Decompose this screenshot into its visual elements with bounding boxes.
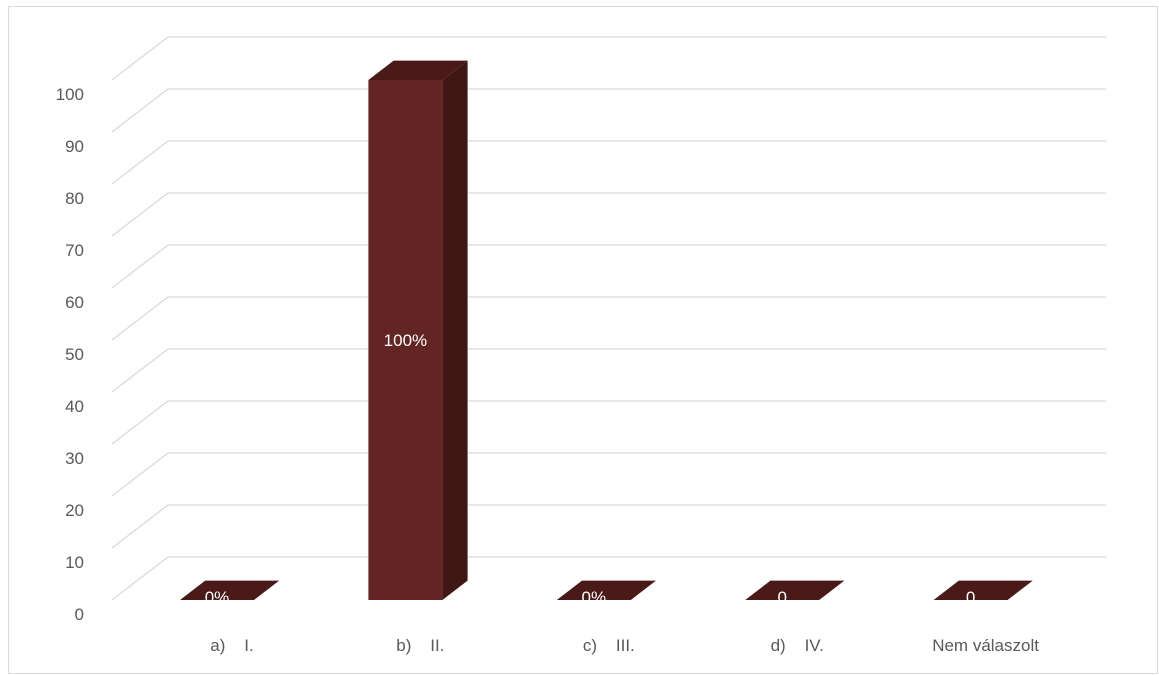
gridline-diagonal bbox=[111, 504, 169, 549]
y-tick-label: 70 bbox=[65, 241, 84, 260]
gridline-diagonal bbox=[111, 296, 169, 341]
bar bbox=[368, 80, 443, 600]
gridline-diagonal bbox=[111, 556, 169, 601]
y-tick-label: 20 bbox=[65, 501, 84, 520]
bar-top-face bbox=[745, 580, 845, 600]
x-category-label: b) II. bbox=[396, 636, 444, 655]
data-label: 100% bbox=[384, 331, 427, 350]
y-tick-label: 30 bbox=[65, 449, 84, 468]
x-category-label: d) IV. bbox=[771, 636, 824, 655]
gridline-diagonal bbox=[111, 88, 169, 133]
x-category-label: Nem válaszolt bbox=[932, 636, 1039, 655]
x-axis-categories: a) I. b) II. c) III. d) IV. Nem válaszolt bbox=[210, 636, 1039, 655]
bar-side-face bbox=[442, 60, 468, 600]
floor-mask bbox=[175, 600, 1063, 614]
y-tick-label: 60 bbox=[65, 293, 84, 312]
gridline-diagonal bbox=[111, 348, 169, 393]
y-tick-label: 10 bbox=[65, 553, 84, 572]
label-mask bbox=[928, 600, 1063, 614]
y-axis-ticks: 0 10 20 30 40 50 60 70 80 90 100 bbox=[56, 85, 84, 624]
gridline-diagonal bbox=[111, 452, 169, 497]
x-category-label: c) III. bbox=[583, 636, 635, 655]
label-mask bbox=[740, 600, 875, 614]
y-tick-label: 90 bbox=[65, 137, 84, 156]
bar-top-face bbox=[180, 580, 280, 600]
bar-top-face bbox=[556, 580, 656, 600]
gridline-diagonal bbox=[111, 244, 169, 289]
data-label: 0 bbox=[777, 588, 786, 607]
gridline-diagonal bbox=[111, 140, 169, 185]
bar-top-face bbox=[368, 60, 468, 80]
y-tick-label: 80 bbox=[65, 189, 84, 208]
data-label: 0 bbox=[966, 588, 975, 607]
y-tick-label: 50 bbox=[65, 345, 84, 364]
gridline-diagonal bbox=[111, 36, 169, 81]
label-mask bbox=[551, 600, 686, 614]
y-tick-label: 40 bbox=[65, 397, 84, 416]
bar-top-face bbox=[933, 580, 1033, 600]
bars: 0%100%0% 0 0 bbox=[180, 60, 1033, 607]
gridline-diagonal bbox=[111, 192, 169, 237]
gridline-diagonal bbox=[111, 400, 169, 445]
gridlines bbox=[111, 36, 1106, 601]
chart-frame bbox=[8, 6, 1158, 674]
y-tick-label: 0 bbox=[75, 605, 84, 624]
y-tick-label: 100 bbox=[56, 85, 84, 104]
x-category-label: a) I. bbox=[210, 636, 253, 655]
label-mask bbox=[175, 600, 309, 614]
